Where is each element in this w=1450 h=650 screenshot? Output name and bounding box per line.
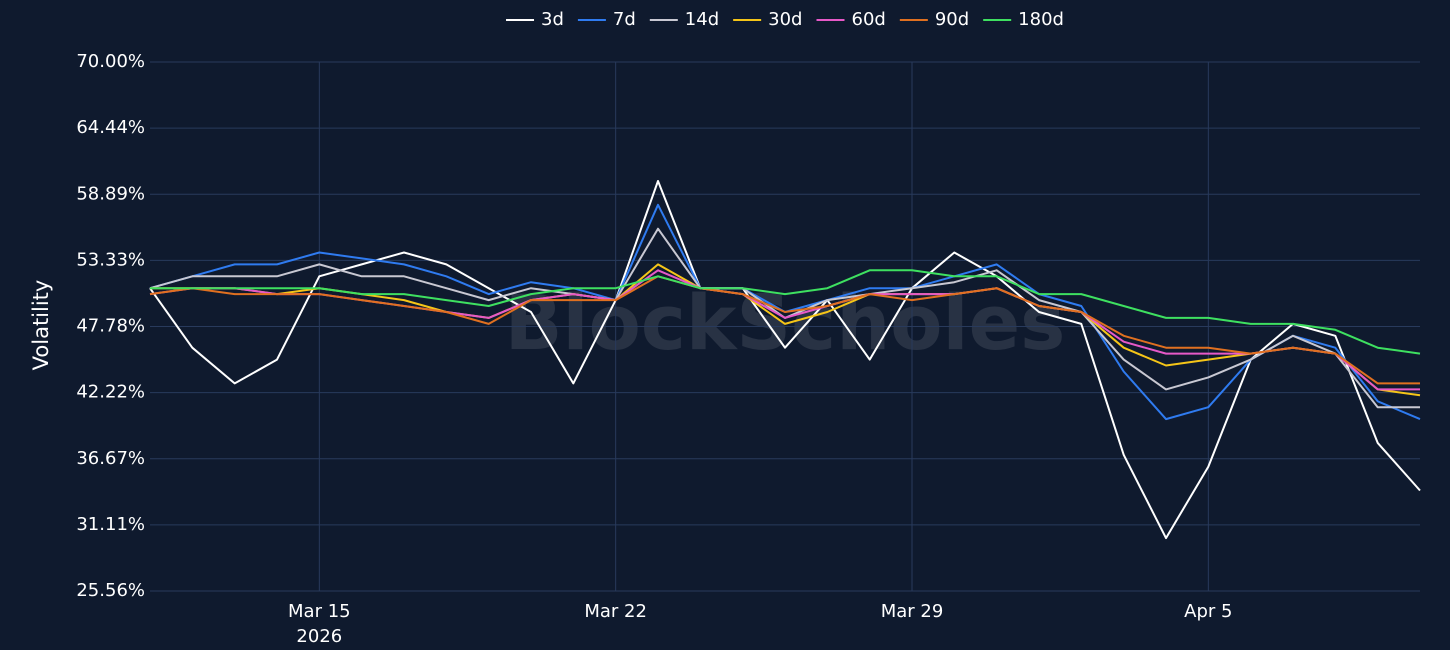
y-tick-label: 47.78% <box>76 316 145 337</box>
x-tick-label: Mar 15 <box>288 601 351 622</box>
watermark: BlockScholes <box>505 278 1066 367</box>
y-tick-label: 36.67% <box>76 448 145 469</box>
y-tick-label: 53.33% <box>76 249 145 270</box>
legend-label: 7d <box>613 9 636 30</box>
x-tick-label: Mar 29 <box>881 601 944 622</box>
legend-item[interactable]: 30d <box>733 9 802 30</box>
x-tick-label: Mar 22 <box>584 601 647 622</box>
series-line <box>149 180 1421 540</box>
y-tick-label: 64.44% <box>76 117 145 138</box>
legend-item[interactable]: 180d <box>983 9 1064 30</box>
series-line <box>150 269 1421 355</box>
legend-item[interactable]: 90d <box>899 9 969 30</box>
legend-item[interactable]: 14d <box>649 9 719 30</box>
legend-label: 30d <box>768 9 802 30</box>
x-tick-sublabel: 2026 <box>296 626 342 647</box>
legend-label: 3d <box>541 9 564 30</box>
y-tick-label: 31.11% <box>76 514 145 535</box>
y-tick-label: 58.89% <box>76 183 145 204</box>
legend-item[interactable]: 3d <box>506 9 564 30</box>
legend-label: 180d <box>1018 9 1064 30</box>
series-line <box>149 275 1420 385</box>
y-tick-label: 70.00% <box>76 51 145 72</box>
y-tick-label: 42.22% <box>76 382 145 403</box>
legend-item[interactable]: 60d <box>816 9 886 30</box>
legend-label: 90d <box>935 9 969 30</box>
x-tick-label: Apr 5 <box>1184 601 1232 622</box>
legend-label: 60d <box>851 9 885 30</box>
legend-label: 14d <box>685 9 719 30</box>
legend-item[interactable]: 7d <box>577 9 636 30</box>
y-tick-label: 25.56% <box>76 580 145 601</box>
y-axis-label: Volatility <box>29 280 53 371</box>
